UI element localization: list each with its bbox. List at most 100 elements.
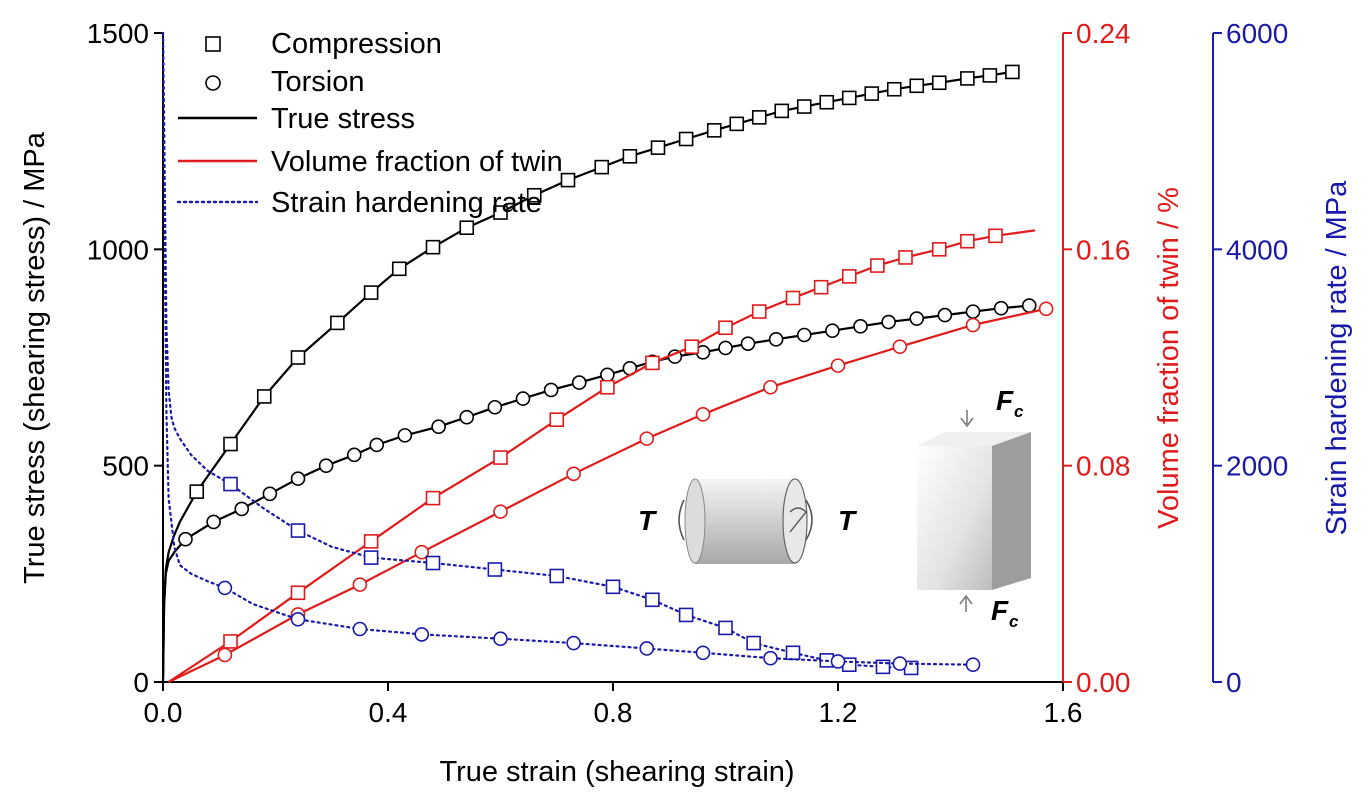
square-marker — [706, 123, 722, 138]
circle-marker — [830, 654, 846, 669]
x-axis-title: True strain (shearing strain) — [439, 756, 794, 788]
circle-marker — [414, 627, 430, 642]
square-marker — [774, 103, 790, 119]
torque-arrow-right-inner — [789, 507, 807, 533]
left-y-tick-label: 500 — [102, 451, 149, 482]
legend-square-marker — [205, 36, 221, 52]
left-y-tick-label: 1500 — [87, 18, 149, 49]
legend-entry: True stress — [178, 103, 415, 135]
square-marker — [796, 99, 812, 114]
circle-marker — [493, 504, 508, 519]
circle-marker — [830, 358, 846, 373]
square-marker — [600, 379, 615, 395]
square-marker — [256, 389, 272, 404]
circle-marker — [262, 486, 278, 502]
square-marker — [864, 86, 880, 101]
square-marker — [886, 81, 902, 97]
circle-marker — [639, 641, 655, 656]
square-marker — [813, 279, 829, 295]
square-marker — [425, 490, 441, 506]
right-y-axis-title-twin: Volume fraction of twin / % — [1153, 187, 1185, 529]
square-marker — [931, 242, 947, 257]
circle-marker — [695, 645, 711, 661]
block-front — [917, 446, 992, 590]
circle-marker — [600, 367, 615, 383]
circle-marker — [234, 501, 250, 517]
x-tick-label: 0.8 — [594, 697, 633, 728]
circle-marker — [892, 339, 908, 354]
square-marker — [493, 450, 508, 465]
square-marker — [549, 412, 565, 427]
circle-marker — [318, 458, 334, 473]
circle-marker — [1038, 301, 1054, 317]
square-marker — [960, 71, 975, 86]
square-marker — [493, 205, 508, 220]
legend-entry: Compression — [205, 28, 442, 60]
circle-marker — [881, 314, 896, 330]
circle-marker — [206, 514, 221, 530]
series-line — [161, 31, 975, 666]
square-marker — [290, 585, 306, 601]
circle-marker — [1021, 298, 1037, 313]
circle-marker — [543, 382, 559, 398]
circle-marker — [493, 631, 508, 647]
square-marker — [605, 579, 621, 595]
legend-entry: Strain hardening rate — [176, 187, 542, 219]
cylinder-body — [695, 479, 795, 564]
left-y-axis-title: True stress (shearing stress) / MPa — [19, 131, 51, 584]
square-marker — [751, 110, 767, 125]
circle-marker — [718, 340, 733, 356]
force-label-top: F — [996, 385, 1014, 416]
series-line — [168, 307, 1047, 683]
square-marker — [290, 350, 306, 365]
circle-marker — [965, 304, 981, 319]
square-marker — [819, 94, 835, 110]
circle-marker — [965, 657, 981, 672]
series-5 — [161, 31, 981, 672]
series-layer — [161, 31, 1054, 683]
square-marker — [909, 78, 925, 94]
torque-arrow-left — [678, 499, 685, 541]
circle-marker — [397, 428, 413, 443]
circle-marker — [695, 406, 711, 422]
square-marker — [718, 620, 733, 636]
circle-marker — [993, 300, 1009, 316]
square-marker — [785, 645, 801, 661]
series-1 — [161, 298, 1037, 683]
square-marker — [391, 261, 407, 277]
square-marker — [363, 550, 379, 565]
square-marker — [746, 635, 761, 651]
circle-marker — [290, 611, 306, 627]
hardening-y-tick-label: 6000 — [1226, 18, 1288, 49]
force-label-top-sub: c — [1014, 402, 1024, 421]
left-y-tick-label: 0 — [133, 667, 149, 698]
torque-label-left: T — [638, 505, 658, 536]
circle-marker — [515, 391, 531, 406]
square-marker — [645, 355, 660, 371]
insets: T TF cF c — [638, 385, 1031, 631]
legend-label: Torsion — [271, 66, 365, 98]
force-label-bottom-sub: c — [1009, 612, 1019, 631]
square-marker — [290, 523, 306, 538]
circle-marker — [763, 650, 778, 666]
square-marker — [678, 131, 694, 147]
square-marker — [223, 436, 238, 452]
square-marker — [898, 250, 913, 265]
square-marker — [718, 320, 733, 336]
square-marker — [560, 172, 576, 188]
legend-label: Volume fraction of twin — [271, 146, 563, 178]
square-marker — [425, 555, 441, 571]
circle-marker — [768, 332, 784, 347]
force-label-bottom: F — [991, 595, 1009, 626]
circle-marker — [352, 577, 368, 592]
circle-marker — [853, 319, 868, 334]
twin-y-tick-label: 0.08 — [1076, 451, 1131, 482]
square-marker — [982, 68, 998, 83]
square-marker — [223, 476, 238, 492]
circle-marker — [217, 647, 233, 663]
circle-marker — [763, 379, 778, 395]
square-marker — [751, 304, 767, 319]
circle-marker — [740, 336, 756, 351]
legend-label: Compression — [271, 28, 442, 60]
